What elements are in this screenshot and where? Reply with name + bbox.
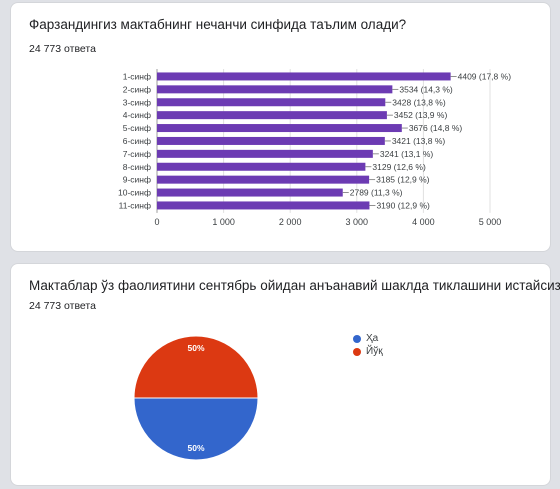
legend-label-no: Йўқ xyxy=(366,346,383,357)
question-card-reopen: Мактаблар ўз фаолиятини сентябрь ойидан … xyxy=(10,263,560,486)
legend-item-no[interactable]: Йўқ xyxy=(353,345,383,358)
bar[interactable] xyxy=(157,98,386,107)
question-title: Мактаблар ўз фаолиятини сентябрь ойидан … xyxy=(29,278,560,293)
category-label: 10-синф xyxy=(118,188,151,198)
response-count: 24 773 ответа xyxy=(29,43,96,55)
data-label: 2789 (11,3 %) xyxy=(350,188,403,198)
bar[interactable] xyxy=(157,72,451,81)
data-label: 3452 (13,9 %) xyxy=(394,110,448,120)
legend-label-yes: Ҳа xyxy=(366,333,379,344)
category-label: 3-синф xyxy=(123,97,151,107)
bar[interactable] xyxy=(157,124,402,133)
data-label: 3428 (13,8 %) xyxy=(392,97,446,107)
category-label: 7-синф xyxy=(123,149,151,159)
x-tick-label: 1 000 xyxy=(212,217,235,227)
pie-slice[interactable] xyxy=(133,335,259,399)
bar-chart: 0 1 000 2 000 3 000 4 000 5 000 1-синф 4409 (17… xyxy=(118,69,512,227)
pie-slice[interactable] xyxy=(133,397,259,461)
legend-swatch-yes xyxy=(353,334,361,343)
category-label: 8-синф xyxy=(123,162,151,172)
bar[interactable] xyxy=(157,85,393,94)
x-tick-label: 2 000 xyxy=(279,217,302,227)
category-label: 9-синф xyxy=(123,175,151,185)
bar[interactable] xyxy=(157,162,366,171)
question-title: Фарзандингиз мактабнинг нечанчи синфида … xyxy=(29,17,407,32)
bar[interactable] xyxy=(157,149,373,158)
data-label: 3129 (12,6 %) xyxy=(372,162,426,172)
bar[interactable] xyxy=(157,111,387,120)
category-label: 1-синф xyxy=(123,71,151,81)
bar[interactable] xyxy=(157,136,385,145)
data-label: 3421 (13,8 %) xyxy=(392,136,446,146)
data-label: 3241 (13,1 %) xyxy=(380,149,434,159)
x-tick-label: 0 xyxy=(154,217,159,227)
category-label: 4-синф xyxy=(123,110,151,120)
category-label: 11-синф xyxy=(119,200,151,210)
x-tick-label: 4 000 xyxy=(412,217,435,227)
bar[interactable] xyxy=(157,188,343,197)
bar[interactable] xyxy=(157,201,370,210)
data-label: 3534 (14,3 %) xyxy=(399,84,453,94)
data-label: 3190 (12,9 %) xyxy=(376,200,430,210)
question-card-grade: Фарзандингиз мактабнинг нечанчи синфида … xyxy=(10,2,551,252)
bar[interactable] xyxy=(157,175,370,184)
legend-swatch-no xyxy=(353,347,361,356)
data-label: 4409 (17,8 %) xyxy=(458,71,512,81)
slice-label: 50% xyxy=(187,443,204,453)
data-label: 3676 (14,8 %) xyxy=(409,123,463,133)
category-label: 6-синф xyxy=(123,136,151,146)
pie-chart: 50% 50% xyxy=(133,335,259,461)
x-tick-label: 5 000 xyxy=(479,217,502,227)
response-count: 24 773 ответа xyxy=(29,300,96,312)
legend-item-yes[interactable]: Ҳа xyxy=(353,332,383,345)
data-label: 3185 (12,9 %) xyxy=(376,175,430,185)
pie-legend: Ҳа Йўқ xyxy=(353,332,383,358)
category-label: 2-синф xyxy=(123,84,151,94)
slice-label: 50% xyxy=(187,343,204,353)
category-label: 5-синф xyxy=(123,123,151,133)
x-tick-label: 3 000 xyxy=(346,217,369,227)
